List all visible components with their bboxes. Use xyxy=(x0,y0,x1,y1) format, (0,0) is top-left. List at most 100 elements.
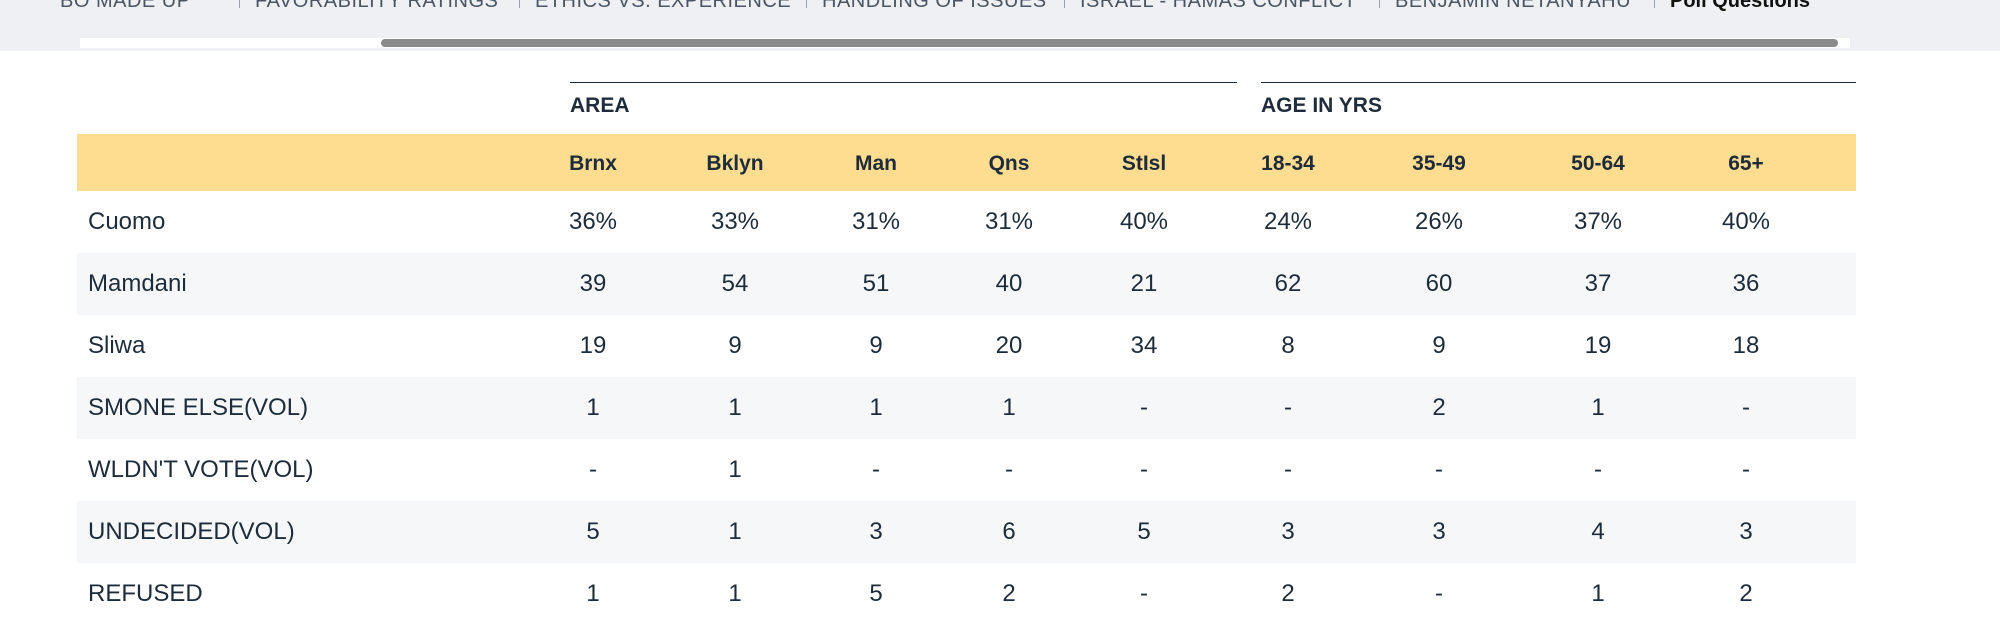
cell: - xyxy=(1594,456,1602,483)
cell: - xyxy=(1742,456,1750,483)
cell: 3 xyxy=(1739,518,1753,545)
column-header: 35-49 xyxy=(1412,152,1466,175)
tab-separator xyxy=(1654,0,1655,8)
column-header: StIsl xyxy=(1121,152,1167,175)
cell: 1 xyxy=(586,394,600,421)
table-row xyxy=(77,377,1856,439)
cell: 31% xyxy=(851,208,901,235)
cell: 2 xyxy=(1739,580,1753,607)
cell: - xyxy=(1284,456,1292,483)
scroll-thumb[interactable] xyxy=(381,39,1838,47)
cell: 51 xyxy=(862,270,890,297)
row-label: Cuomo xyxy=(88,208,166,235)
table-row xyxy=(77,253,1856,315)
cell: 1 xyxy=(728,394,742,421)
cell: 21 xyxy=(1130,270,1158,297)
cell: 9 xyxy=(869,332,883,359)
nav-tab[interactable]: BENJAMIN NETANYAHU xyxy=(1395,0,1632,12)
cell: 2 xyxy=(1432,394,1446,421)
cell: 2 xyxy=(1281,580,1295,607)
cell: 5 xyxy=(869,580,883,607)
cell: 5 xyxy=(586,518,600,545)
table-row xyxy=(77,563,1856,625)
cell: 1 xyxy=(586,580,600,607)
cell: - xyxy=(589,456,597,483)
cell: 36% xyxy=(568,208,618,235)
nav-tab[interactable]: ETHICS VS. EXPERIENCE xyxy=(535,0,792,12)
cell: - xyxy=(1284,394,1292,421)
tab-separator xyxy=(519,0,520,8)
cell: 9 xyxy=(728,332,742,359)
cell: 60 xyxy=(1425,270,1453,297)
table-row xyxy=(77,501,1856,563)
cell: 20 xyxy=(995,332,1023,359)
nav-tab[interactable]: HANDLING OF ISSUES xyxy=(822,0,1047,12)
cell: 1 xyxy=(1591,580,1605,607)
group-rule xyxy=(1261,82,1856,83)
cell: 37 xyxy=(1584,270,1612,297)
cell: 3 xyxy=(1432,518,1446,545)
column-header: Bklyn xyxy=(706,152,764,175)
cell: 18 xyxy=(1732,332,1760,359)
cell: - xyxy=(1742,394,1750,421)
column-header: Qns xyxy=(988,152,1030,175)
cell: 19 xyxy=(1584,332,1612,359)
cell: 37% xyxy=(1573,208,1623,235)
cell: 9 xyxy=(1432,332,1446,359)
tab-separator xyxy=(239,0,240,8)
cell: - xyxy=(1005,456,1013,483)
row-label: UNDECIDED(VOL) xyxy=(88,518,295,545)
tab-separator xyxy=(1379,0,1380,8)
cell: 8 xyxy=(1281,332,1295,359)
cell: 1 xyxy=(1591,394,1605,421)
cell: 1 xyxy=(728,456,742,483)
cell: 1 xyxy=(728,580,742,607)
cell: 1 xyxy=(1002,394,1016,421)
row-label: REFUSED xyxy=(88,580,203,607)
cell: 2 xyxy=(1002,580,1016,607)
cell: - xyxy=(872,456,880,483)
cell: 36 xyxy=(1732,270,1760,297)
column-header: 50-64 xyxy=(1571,152,1625,175)
table-row xyxy=(77,439,1856,501)
row-label: WLDN'T VOTE(VOL) xyxy=(88,456,314,483)
cell: 39 xyxy=(579,270,607,297)
cell: 3 xyxy=(1281,518,1295,545)
cell: 4 xyxy=(1591,518,1605,545)
cell: 40% xyxy=(1721,208,1771,235)
row-label: SMONE ELSE(VOL) xyxy=(88,394,309,421)
column-header: Brnx xyxy=(569,152,617,175)
cell: 26% xyxy=(1414,208,1464,235)
group-rule xyxy=(570,82,1237,83)
group-label: AGE IN YRS xyxy=(1261,94,1382,117)
row-label: Sliwa xyxy=(88,332,146,359)
cell: 19 xyxy=(579,332,607,359)
cell: 40% xyxy=(1119,208,1169,235)
table-row xyxy=(77,191,1856,253)
cell: 40 xyxy=(995,270,1023,297)
row-label: Mamdani xyxy=(88,270,187,297)
nav-tab[interactable]: FAVORABILITY RATINGS xyxy=(255,0,499,12)
cell: 1 xyxy=(869,394,883,421)
column-header: 65+ xyxy=(1728,152,1764,175)
nav-tab[interactable]: Poll Questions xyxy=(1670,0,1811,12)
tab-separator xyxy=(1064,0,1065,8)
cell: 24% xyxy=(1263,208,1313,235)
cell: 31% xyxy=(984,208,1034,235)
group-label: AREA xyxy=(570,94,630,117)
cell: 62 xyxy=(1274,270,1302,297)
column-header: Man xyxy=(855,152,897,175)
tab-separator xyxy=(806,0,807,8)
cell: - xyxy=(1435,580,1443,607)
cell: 54 xyxy=(721,270,749,297)
cell: - xyxy=(1140,580,1148,607)
cell: 1 xyxy=(728,518,742,545)
nav-tab[interactable]: BO MADE UP xyxy=(60,0,191,12)
table-row xyxy=(77,315,1856,377)
cell: 6 xyxy=(1002,518,1016,545)
cell: 3 xyxy=(869,518,883,545)
header-row xyxy=(77,134,1856,191)
cell: 34 xyxy=(1130,332,1158,359)
nav-tab[interactable]: ISRAEL - HAMAS CONFLICT xyxy=(1080,0,1357,12)
